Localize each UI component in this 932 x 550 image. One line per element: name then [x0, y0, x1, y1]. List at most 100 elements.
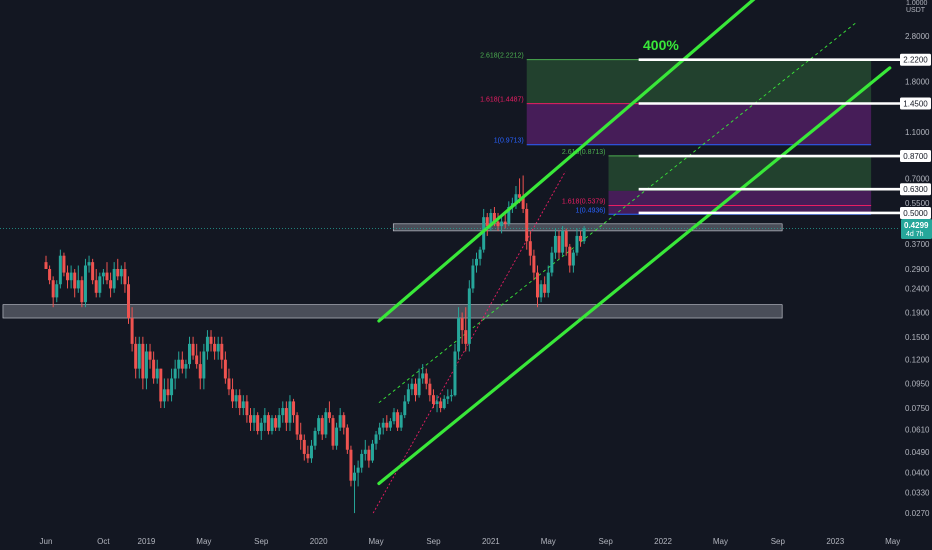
candle-body-35	[170, 378, 174, 396]
candle-body-119	[471, 265, 475, 289]
candle-body-109	[435, 401, 439, 405]
price-tag-label-1: 1.4500	[903, 100, 928, 109]
candle-body-86	[353, 472, 357, 481]
candle-body-31	[155, 368, 159, 379]
candle-body-78	[324, 412, 328, 435]
gain-annotation: 400%	[643, 37, 679, 53]
candle-body-22	[123, 268, 127, 285]
target-zone-magenta-1	[526, 103, 872, 145]
candle-body-127	[500, 221, 504, 227]
candle-body-118	[467, 288, 471, 344]
candle-body-1	[48, 268, 52, 281]
fib-level-label-3: 2.618(0.8713)	[562, 149, 606, 156]
candle-body-13	[91, 262, 95, 281]
candle-body-56	[245, 401, 249, 416]
candle-body-143	[557, 235, 561, 253]
y-tick-label-0: 2.8000	[905, 32, 930, 41]
candle-body-115	[457, 318, 461, 352]
candle-body-142	[553, 235, 557, 253]
candle-body-98	[396, 412, 400, 428]
candle-body-51	[227, 378, 231, 390]
y-tick-label-20: 0.0490	[905, 448, 930, 457]
candle-body-106	[424, 373, 428, 384]
axis-header-scale: 1.0000	[906, 0, 928, 7]
candle-body-41	[191, 343, 195, 356]
candle-body-82	[338, 415, 342, 428]
target-zones	[526, 59, 872, 215]
candle-body-120	[475, 258, 478, 266]
candle-body-72	[302, 439, 306, 454]
candle-body-144	[561, 230, 565, 253]
candle-body-38	[180, 359, 184, 369]
candle-body-117	[464, 330, 468, 344]
candle-body-49	[220, 343, 224, 360]
candle-body-39	[184, 364, 188, 369]
candle-body-89	[363, 449, 367, 454]
candle-body-111	[442, 398, 446, 409]
fib-level-label-2: 1(0.9713)	[494, 138, 524, 145]
target-zone-green-0	[526, 59, 872, 104]
candle-body-34	[166, 389, 170, 396]
candle-body-131	[514, 194, 518, 204]
time-axis[interactable]: Jun Oct 2019 May Sep 2020 May Sep 2021 May Sep 2022…	[0, 532, 932, 550]
y-tick-label-13: 0.2400	[905, 284, 930, 293]
candle-body-141	[550, 252, 554, 273]
candle-body-137	[535, 272, 539, 298]
candle-body-101	[406, 389, 410, 402]
candle-body-19	[112, 268, 116, 289]
fib-level-label-5: 1(0.4936)	[576, 207, 606, 214]
candle-body-58	[252, 415, 256, 423]
x-tick-label-6: May	[368, 537, 383, 546]
candle-body-132	[518, 194, 522, 198]
candle-body-81	[335, 427, 339, 446]
candle-body-37	[177, 359, 181, 369]
candle-body-44	[202, 351, 206, 379]
candle-body-53	[234, 395, 238, 402]
candle-body-150	[582, 228, 586, 242]
candle-body-114	[453, 351, 457, 396]
candle-body-148	[575, 235, 579, 253]
candle-body-65	[277, 415, 281, 428]
candle-body-64	[274, 418, 278, 428]
price-tag-label-0: 2.2200	[903, 56, 928, 65]
candle-body-133	[521, 197, 525, 209]
y-tick-label-6: 0.7000	[905, 174, 930, 183]
channel-line-lower[interactable]	[377, 66, 892, 486]
current-price-countdown: 4d 7h	[906, 231, 924, 238]
candle-body-83	[342, 415, 346, 428]
candle-body-66	[281, 408, 285, 416]
resistance-zone-0	[392, 223, 783, 232]
x-tick-label-3: May	[196, 537, 211, 546]
candle-body-9	[76, 280, 80, 289]
candle-body-17	[105, 272, 109, 281]
x-tick-label-14: 2023	[826, 537, 844, 546]
x-tick-label-13: Sep	[771, 537, 786, 546]
y-tick-label-11: 0.3700	[905, 240, 930, 249]
candle-body-20	[116, 268, 120, 277]
candle-body-112	[446, 396, 450, 399]
x-tick-label-15: May	[885, 537, 900, 546]
channel-line-upper[interactable]	[377, 0, 771, 323]
candle-body-59	[256, 415, 260, 431]
candle-body-7	[69, 272, 73, 281]
candle-body-138	[539, 284, 543, 298]
candle-body-29	[148, 351, 152, 360]
candle-body-50	[223, 359, 227, 379]
target-zone-green-2	[608, 155, 872, 191]
fib-level-label-0: 2.618(2.2212)	[480, 53, 524, 60]
candle-body-73	[306, 453, 310, 459]
channel-lines[interactable]	[377, 0, 892, 486]
candle-body-136	[532, 255, 536, 273]
candle-body-149	[579, 235, 583, 242]
y-tick-label-16: 0.1200	[905, 356, 930, 365]
candle-body-100	[403, 401, 407, 416]
x-tick-label-12: May	[713, 537, 728, 546]
x-tick-label-2: 2019	[138, 537, 156, 546]
candle-body-122	[482, 217, 486, 250]
price-axis[interactable]: 1.0000 USDT 2.8000 2.2200 1.8000 1.4500 1.10…	[898, 0, 932, 532]
candle-body-48	[216, 343, 220, 352]
candle-body-14	[94, 280, 98, 293]
candle-body-15	[98, 276, 102, 293]
candle-body-146	[568, 246, 572, 266]
